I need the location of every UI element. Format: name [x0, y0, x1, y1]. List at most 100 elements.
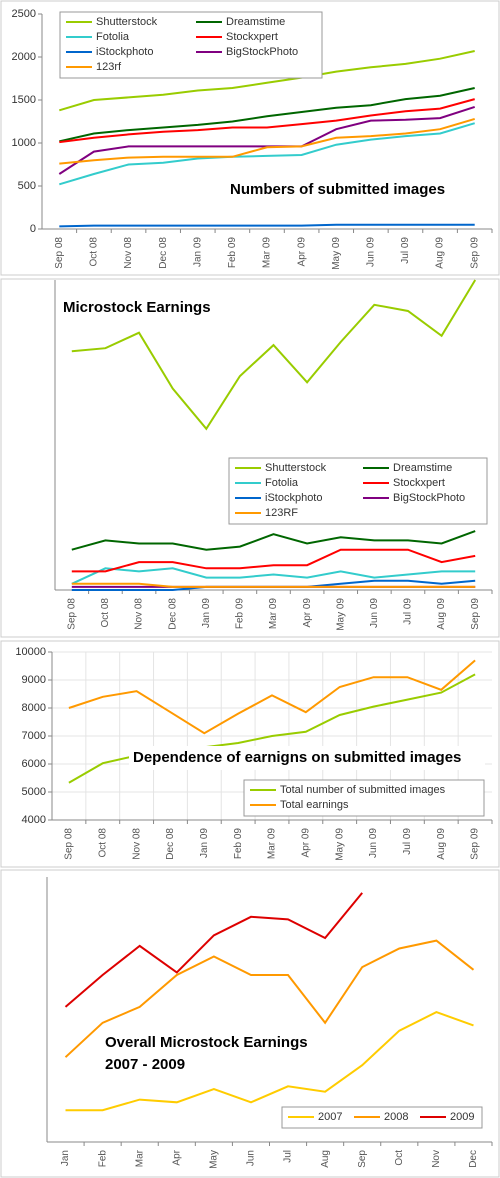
x-tick-label: Jul 09: [402, 828, 413, 855]
x-tick-label: Mar 09: [267, 828, 278, 860]
series-line: [71, 548, 476, 573]
x-tick-label: Jan 09: [201, 598, 212, 628]
series-line: [64, 892, 363, 1008]
x-tick-label: Aug 09: [436, 828, 447, 860]
series-line: [59, 223, 475, 228]
x-tick-label: Dec 08: [158, 237, 169, 269]
x-tick-label: Sep 08: [66, 598, 77, 630]
series-line: [59, 98, 475, 144]
y-tick-label: 10000: [15, 646, 46, 658]
x-tick-label: Jun 09: [369, 598, 380, 628]
legend-label: Shutterstock: [96, 16, 158, 28]
x-tick-label: Oct 08: [100, 598, 111, 628]
legend-label: Dreamstime: [393, 462, 452, 474]
x-tick-label: Jul: [283, 1150, 294, 1163]
x-tick-label: Apr 09: [302, 598, 313, 628]
x-tick-label: Sep 09: [470, 828, 481, 860]
series-line: [59, 50, 475, 112]
series-line: [71, 579, 476, 591]
legend-label: Fotolia: [265, 477, 299, 489]
legend-label: Shutterstock: [265, 462, 327, 474]
legend-label: Total earnings: [280, 799, 349, 811]
legend-label: Stockxpert: [393, 477, 445, 489]
x-tick-label: Nov 08: [123, 237, 134, 269]
legend-label: Stockxpert: [226, 31, 278, 43]
chart-frame: [0, 0, 500, 276]
x-tick-label: Feb 09: [235, 598, 246, 630]
title-background: [129, 746, 485, 770]
x-tick-label: May: [209, 1150, 220, 1169]
x-tick-label: Nov 08: [134, 598, 145, 630]
y-tick-label: 4000: [22, 814, 46, 826]
series-line: [68, 659, 476, 735]
legend-label: 123rf: [96, 61, 122, 73]
x-tick-label: Nov: [431, 1150, 442, 1168]
x-tick-label: Jan 09: [192, 237, 203, 267]
x-tick-label: Mar: [134, 1149, 145, 1167]
series-line: [59, 122, 475, 186]
y-tick-label: 1000: [12, 137, 36, 149]
x-tick-label: Apr 09: [296, 237, 307, 267]
legend-box: [59, 11, 323, 79]
x-tick-label: Aug 09: [435, 237, 446, 269]
legend-label: Total number of submitted images: [280, 784, 446, 796]
legend-label: 2007: [318, 1111, 342, 1123]
legend-label: BigStockPhoto: [393, 492, 465, 504]
legend-box: [281, 1106, 483, 1129]
x-tick-label: Nov 08: [131, 828, 142, 860]
legend-label: iStockphoto: [265, 492, 322, 504]
chart-title: Numbers of submitted images: [230, 181, 445, 198]
x-tick-label: Aug 09: [436, 598, 447, 630]
x-tick-label: Oct 08: [89, 237, 100, 267]
x-tick-label: Jan: [60, 1150, 71, 1166]
x-tick-label: Oct 08: [97, 828, 108, 858]
x-tick-label: Feb 09: [233, 828, 244, 860]
x-tick-label: Sep 09: [470, 598, 481, 630]
x-tick-label: Jun 09: [368, 828, 379, 858]
chart-title: Overall Microstock Earnings: [105, 1034, 308, 1051]
x-tick-label: Feb: [97, 1150, 108, 1168]
x-tick-label: Mar 09: [268, 598, 279, 630]
chart-frame: [0, 869, 500, 1178]
x-tick-label: Sep 08: [54, 237, 65, 269]
x-tick-label: May 09: [334, 828, 345, 861]
chart-frame: [0, 278, 500, 638]
y-tick-label: 9000: [22, 674, 46, 686]
y-tick-label: 7000: [22, 730, 46, 742]
series-line: [71, 530, 476, 551]
legend-label: 123RF: [265, 507, 298, 519]
legend-label: iStockphoto: [96, 46, 153, 58]
x-tick-label: Sep 08: [64, 828, 75, 860]
y-tick-label: 1500: [12, 94, 36, 106]
chart-subtitle: 2007 - 2009: [105, 1056, 185, 1073]
x-tick-label: Jun 09: [365, 237, 376, 267]
series-line: [65, 1011, 474, 1112]
legend-label: BigStockPhoto: [226, 46, 298, 58]
x-tick-label: Dec: [468, 1150, 479, 1168]
chart-title: Microstock Earnings: [63, 299, 211, 316]
x-tick-label: May 09: [331, 237, 342, 270]
series-line: [59, 117, 475, 165]
y-tick-label: 8000: [22, 702, 46, 714]
y-tick-label: 5000: [22, 786, 46, 798]
legend-label: Dreamstime: [226, 16, 285, 28]
x-tick-label: Aug: [320, 1150, 331, 1168]
x-tick-label: Apr: [171, 1149, 182, 1165]
y-tick-label: 500: [18, 180, 36, 192]
chart-title: Dependence of earnigns on submitted imag…: [133, 749, 461, 766]
x-tick-label: Feb 09: [227, 237, 238, 269]
x-tick-label: Dec 08: [167, 598, 178, 630]
x-tick-label: Apr 09: [300, 828, 311, 858]
legend-box: [243, 779, 485, 817]
y-tick-label: 2000: [12, 51, 36, 63]
y-tick-label: 6000: [22, 758, 46, 770]
x-tick-label: Mar 09: [262, 237, 273, 269]
legend-box: [228, 457, 488, 525]
x-tick-label: May 09: [335, 598, 346, 631]
x-tick-label: Jul 09: [403, 598, 414, 625]
x-tick-label: Jul 09: [400, 237, 411, 264]
x-tick-label: Oct: [394, 1150, 405, 1166]
y-tick-label: 2500: [12, 8, 36, 20]
series-line: [71, 582, 476, 588]
